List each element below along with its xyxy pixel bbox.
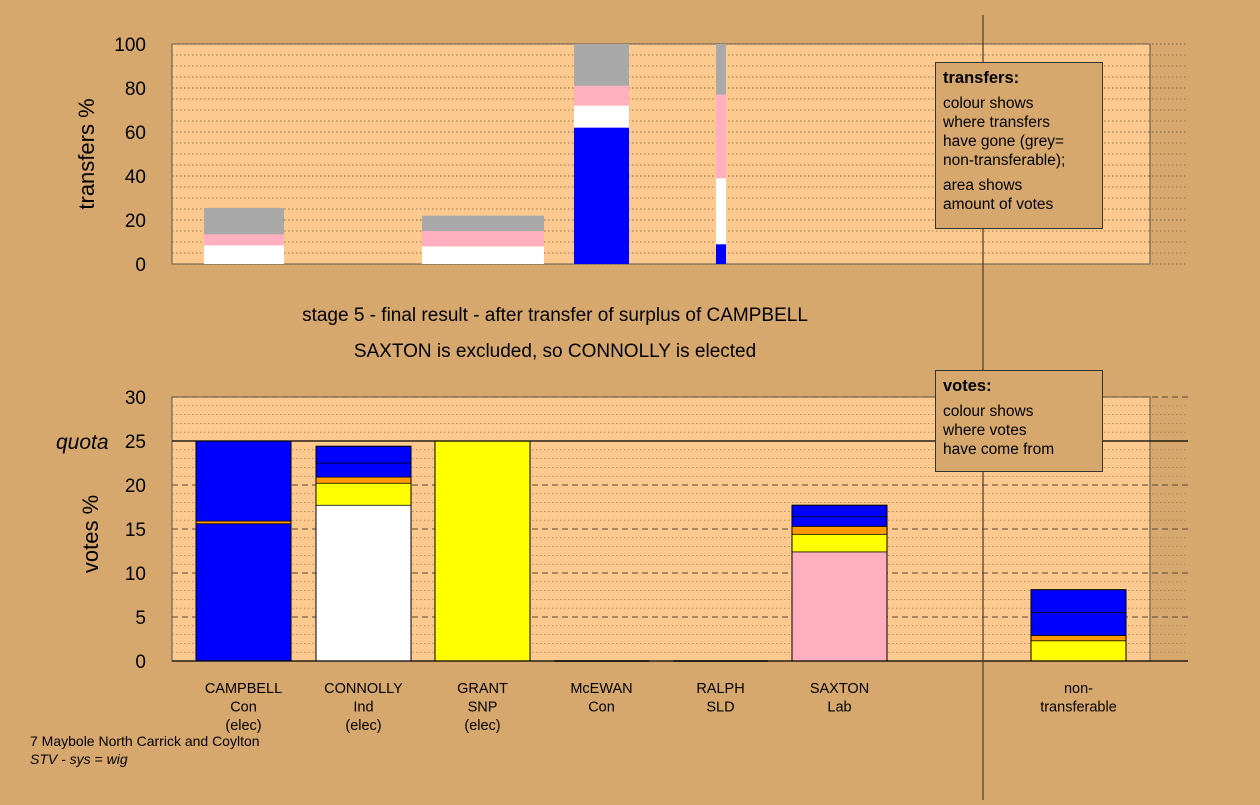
category-label: CONNOLLY bbox=[324, 681, 403, 697]
votes-bar-segment bbox=[315, 482, 412, 506]
category-label: (elec) bbox=[464, 718, 500, 734]
votes-bar-segment bbox=[791, 516, 888, 527]
category-label: McEWAN bbox=[570, 681, 632, 697]
votes-bar-segment bbox=[1030, 589, 1127, 613]
transfers-bar-segment bbox=[204, 207, 284, 235]
transfers-bar-segment bbox=[422, 246, 544, 264]
stage-heading: stage 5 - final result - after transfer … bbox=[302, 305, 808, 326]
votes-legend: votes: colour shows where votes have com… bbox=[935, 370, 1103, 472]
votes-bar-segment bbox=[1030, 612, 1127, 636]
transfers-bar-segment bbox=[574, 127, 629, 264]
transfers-bar-segment bbox=[204, 234, 284, 246]
category-label: Lab bbox=[827, 700, 851, 716]
category-label: (elec) bbox=[225, 718, 261, 734]
transfers-bar-segment bbox=[574, 44, 629, 86]
transfers-bar-segment bbox=[716, 244, 726, 264]
votes-bar-segment bbox=[315, 445, 412, 464]
transfers-legend-colour-text: colour shows where transfers have gone (… bbox=[943, 95, 1066, 169]
votes-y-tick-label: 15 bbox=[125, 520, 146, 541]
transfers-y-tick-label: 100 bbox=[114, 35, 146, 56]
transfers-y-tick-label: 0 bbox=[135, 255, 146, 276]
category-label: transferable bbox=[1040, 700, 1117, 716]
transfers-legend-title: transfers: bbox=[943, 69, 1020, 87]
votes-legend-text: colour shows where votes have come from bbox=[943, 403, 1055, 458]
category-label: SAXTON bbox=[810, 681, 869, 697]
votes-bar-segment bbox=[434, 440, 531, 662]
votes-bar-segment bbox=[315, 504, 412, 662]
transfers-bar-segment bbox=[716, 178, 726, 245]
result-heading: SAXTON is excluded, so CONNOLLY is elect… bbox=[353, 341, 757, 362]
votes-y-axis-label: votes % bbox=[78, 495, 103, 573]
transfers-bar-segment bbox=[574, 85, 629, 106]
ward-caption: 7 Maybole North Carrick and Coylton bbox=[30, 733, 260, 749]
transfers-bar-segment bbox=[422, 215, 544, 231]
transfers-legend: transfers: colour shows where transfers … bbox=[935, 62, 1103, 229]
votes-y-tick-label: 30 bbox=[125, 388, 146, 409]
votes-bar-segment bbox=[1030, 640, 1127, 662]
category-label: Con bbox=[230, 700, 257, 716]
category-label: non- bbox=[1064, 681, 1093, 697]
votes-bar-segment bbox=[315, 476, 412, 484]
category-label: SNP bbox=[468, 700, 498, 716]
category-label: GRANT bbox=[457, 681, 508, 697]
category-label: RALPH bbox=[696, 681, 744, 697]
votes-legend-title: votes: bbox=[943, 377, 992, 395]
transfers-legend-area-text: area shows amount of votes bbox=[943, 177, 1054, 213]
votes-bar-segment bbox=[791, 551, 888, 662]
votes-y-tick-label: 20 bbox=[125, 476, 146, 497]
transfers-bar-segment bbox=[716, 44, 726, 95]
category-label: Ind bbox=[353, 700, 373, 716]
votes-bar-segment bbox=[195, 440, 292, 522]
votes-bar-segment bbox=[1030, 635, 1127, 642]
category-label: Con bbox=[588, 700, 615, 716]
transfers-bar-segment bbox=[204, 245, 284, 264]
votes-bar-segment bbox=[315, 462, 412, 478]
transfers-bar-segment bbox=[716, 94, 726, 179]
votes-y-tick-label: 5 bbox=[135, 608, 146, 629]
votes-y-tick-label: 0 bbox=[135, 652, 146, 673]
votes-bar-segment bbox=[791, 533, 888, 553]
votes-y-tick-label: 10 bbox=[125, 564, 146, 585]
transfers-y-tick-label: 60 bbox=[125, 123, 146, 144]
transfers-y-tick-label: 80 bbox=[125, 79, 146, 100]
votes-bar-segment bbox=[195, 523, 292, 662]
category-label: CAMPBELL bbox=[205, 681, 282, 697]
transfers-bar-segment bbox=[422, 231, 544, 247]
transfers-bar-segment bbox=[574, 105, 629, 128]
transfers-y-tick-label: 20 bbox=[125, 211, 146, 232]
system-caption: STV - sys = wig bbox=[30, 751, 128, 767]
votes-bar-segment bbox=[791, 504, 888, 518]
transfers-y-axis-label: transfers % bbox=[74, 98, 99, 209]
category-label: (elec) bbox=[345, 718, 381, 734]
transfers-y-tick-label: 40 bbox=[125, 167, 146, 188]
quota-label: quota bbox=[56, 431, 109, 454]
votes-bar-segment bbox=[791, 526, 888, 535]
category-label: SLD bbox=[706, 700, 734, 716]
votes-y-tick-label: 25 bbox=[125, 432, 146, 453]
votes-bar-segment bbox=[195, 520, 292, 525]
